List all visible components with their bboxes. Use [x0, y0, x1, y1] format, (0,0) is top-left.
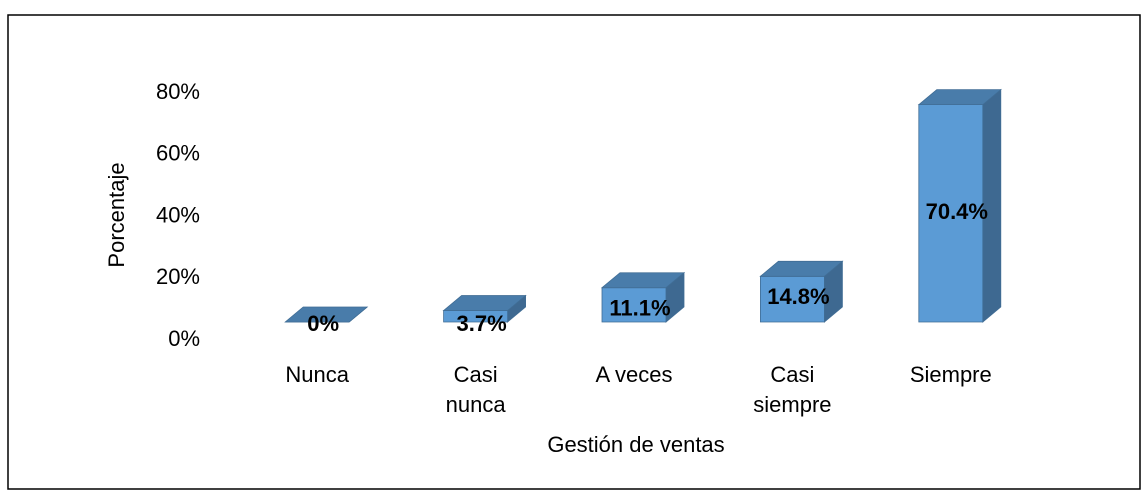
y-tick-label: 0% — [168, 326, 200, 351]
value-label: 70.4% — [926, 199, 988, 224]
bar — [442, 294, 527, 323]
x-tick-label: Nunca — [285, 362, 349, 387]
bar — [600, 271, 686, 323]
x-axis-title: Gestión de ventas — [547, 432, 724, 457]
x-tick-label: A veces — [595, 362, 673, 387]
y-axis-title: Porcentaje — [104, 162, 129, 267]
x-tick-label: Siempre — [909, 362, 992, 387]
y-tick-label: 40% — [156, 202, 200, 227]
y-tick-label: 80% — [156, 79, 200, 104]
value-label: 11.1% — [609, 296, 670, 321]
value-label: 14.8% — [767, 284, 829, 309]
bar — [759, 260, 844, 323]
x-tick-label: Casi nunca — [445, 362, 506, 417]
bar — [284, 306, 369, 323]
bar-top — [600, 272, 686, 289]
frame — [7, 14, 1141, 490]
y-tick-label: 60% — [156, 141, 200, 166]
bar-top — [442, 295, 527, 311]
bar-top — [284, 306, 369, 323]
y-tick-label: 20% — [156, 264, 200, 289]
bar-top — [759, 260, 844, 277]
value-label: 3.7% — [457, 311, 507, 336]
value-label: 0% — [307, 311, 339, 336]
bar-top — [917, 89, 1002, 106]
bar — [917, 88, 1002, 323]
x-tick-label: Casi siempre — [753, 362, 832, 417]
